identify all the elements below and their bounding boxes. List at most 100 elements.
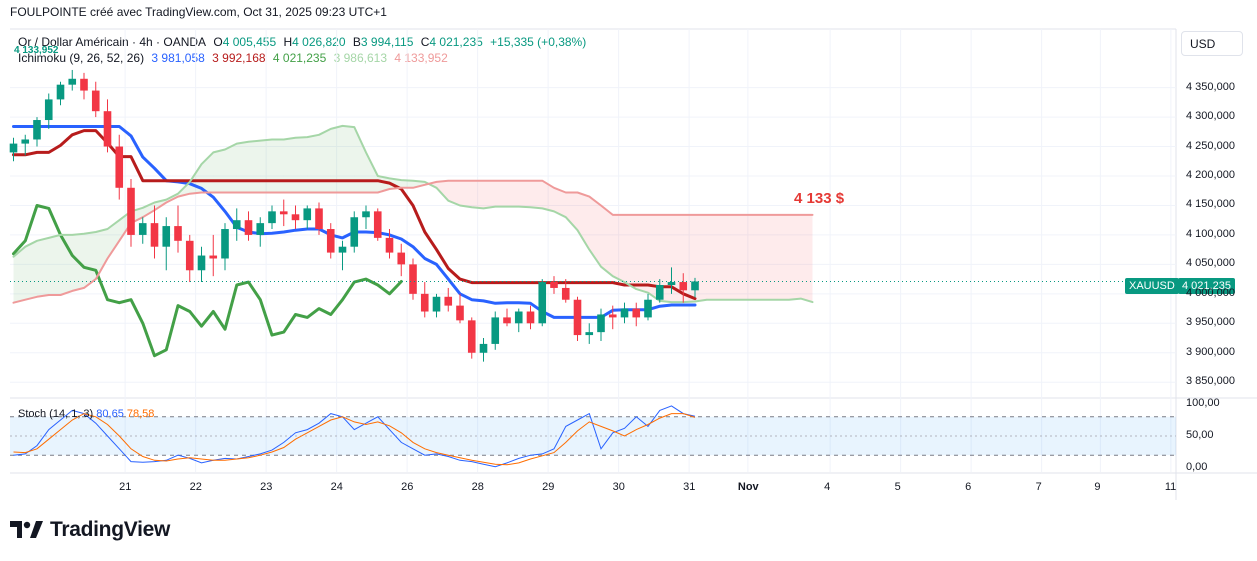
candle-body: [138, 223, 147, 235]
ichimoku-cloud-segment: [413, 180, 425, 188]
kijun-value: 3 992,168: [212, 51, 266, 65]
time-axis-label: 6: [965, 481, 972, 493]
candle-body: [573, 299, 582, 336]
candle-body: [68, 78, 77, 85]
brand-name: TradingView: [50, 518, 171, 541]
candle-body: [185, 240, 194, 271]
symbol-title[interactable]: Or / Dollar Américain · 4h · OANDA: [18, 35, 207, 49]
ichimoku-cloud-segment: [60, 234, 73, 296]
price-axis-label: 4 300,000: [1186, 110, 1235, 123]
ichimoku-cloud-segment: [706, 214, 719, 300]
ichimoku-cloud-segment: [683, 214, 695, 303]
ichimoku-cloud-segment: [448, 180, 460, 206]
ichimoku-cloud-segment: [612, 214, 625, 283]
ichimoku-cloud-segment: [671, 214, 684, 303]
ichimoku-cloud-segment: [13, 246, 26, 303]
price-axis-label: 4 200,000: [1186, 169, 1235, 181]
candle-body: [362, 211, 370, 218]
stoch-d-line: [13, 413, 696, 466]
candle-body: [303, 208, 312, 221]
price-axis-label: 4 150,000: [1186, 198, 1235, 211]
ichimoku-cloud-segment: [307, 134, 319, 193]
candle-body: [44, 99, 53, 121]
candle-body: [620, 308, 629, 318]
ichimoku-cloud-segment: [577, 192, 590, 250]
symbol-legend: Or / Dollar Américain · 4h · OANDA O4 00…: [18, 35, 590, 49]
ichimoku-cloud-segment: [260, 139, 272, 193]
stoch-legend[interactable]: Stoch (14, 1, 3) 80,65 78,58: [18, 408, 154, 420]
time-axis-label: 31: [683, 481, 696, 493]
candle-body: [150, 223, 159, 247]
price-tag-symbol: XAUUSD: [1129, 280, 1175, 292]
ichimoku-cloud-segment: [718, 214, 731, 300]
candle-body: [526, 311, 535, 324]
candle-body: [597, 314, 605, 333]
ichimoku-cloud-segment: [95, 229, 108, 280]
ichimoku-cloud-segment: [25, 240, 37, 300]
tenkan-line: [12, 125, 697, 319]
ichimoku-cloud-segment: [84, 231, 96, 288]
kijun-line: [12, 129, 697, 301]
price-axis-label: 3 900,000: [1186, 345, 1235, 358]
price-axis-label: 4 050,000: [1186, 257, 1235, 270]
ichimoku-cloud-segment: [201, 152, 214, 193]
ichimoku-cloud-segment: [178, 181, 190, 197]
chikou-value: 4 021,235: [272, 51, 327, 65]
candle-body: [256, 223, 265, 235]
candle-body: [503, 317, 511, 324]
ichimoku-cloud-segment: [37, 237, 49, 297]
candle-body: [221, 229, 229, 259]
candle-body: [561, 287, 570, 300]
time-axis-label: 28: [471, 481, 484, 493]
ichimoku-cloud-segment: [565, 192, 578, 231]
ichimoku-cloud-segment: [354, 127, 366, 193]
ichimoku-cloud-segment: [530, 180, 543, 209]
candle-body: [80, 78, 88, 91]
time-axis-label: 11: [1164, 481, 1177, 493]
candle-body: [291, 214, 300, 221]
candle-body: [315, 208, 323, 230]
time-axis-label: 21: [119, 481, 132, 493]
candle-body: [373, 211, 382, 238]
currency-button[interactable]: USD: [1181, 31, 1243, 56]
tradingview-logo-icon: [10, 521, 43, 538]
ichimoku-cloud-segment: [72, 233, 84, 291]
ichimoku-cloud-segment: [800, 214, 813, 303]
low-label: B: [352, 35, 361, 49]
senkou-span-b-line: [12, 179, 814, 304]
candle-body: [491, 317, 500, 344]
candle-body: [538, 282, 547, 324]
open-value: 4 005,455: [222, 35, 277, 49]
candle-body: [456, 305, 464, 321]
time-axis-label: 24: [330, 481, 343, 493]
candle-body: [644, 299, 652, 318]
senkou-span-a-line: [12, 124, 814, 304]
candle-body: [197, 255, 206, 271]
ichimoku-cloud-segment: [142, 202, 155, 218]
candle-body: [350, 217, 359, 247]
ichimoku-cloud-segment: [366, 152, 378, 193]
ichimoku-cloud-segment: [624, 214, 637, 290]
time-axis-label: Nov: [737, 481, 759, 493]
candle-body: [585, 332, 594, 336]
candle-body: [91, 90, 100, 112]
ichimoku-cloud-segment: [507, 180, 519, 207]
ichimoku-legend[interactable]: Ichimoku (9, 26, 52, 26) 3 981,058 3 992…: [18, 51, 452, 65]
stoch-axis-label: 0,00: [1186, 461, 1208, 473]
low-value: 3 994,115: [360, 35, 414, 49]
time-axis-label: 5: [894, 481, 901, 493]
tradingview-logo[interactable]: TradingView: [10, 518, 170, 542]
candle-body: [550, 282, 558, 288]
candle-body: [33, 120, 41, 140]
ichimoku-cloud-segment: [48, 234, 61, 296]
time-axis-label: 9: [1094, 481, 1101, 493]
candle-body: [9, 143, 18, 153]
chikou-line: [12, 204, 403, 358]
ichimoku-label: Ichimoku (9, 26, 52, 26): [18, 51, 145, 65]
candle-body: [279, 211, 288, 215]
price-axis-label: 4 350,000: [1186, 80, 1235, 93]
stoch-k-value: 80,65: [96, 408, 124, 420]
ichimoku-cloud-segment: [659, 214, 672, 303]
tenkan-value: 3 981,058: [151, 51, 205, 65]
